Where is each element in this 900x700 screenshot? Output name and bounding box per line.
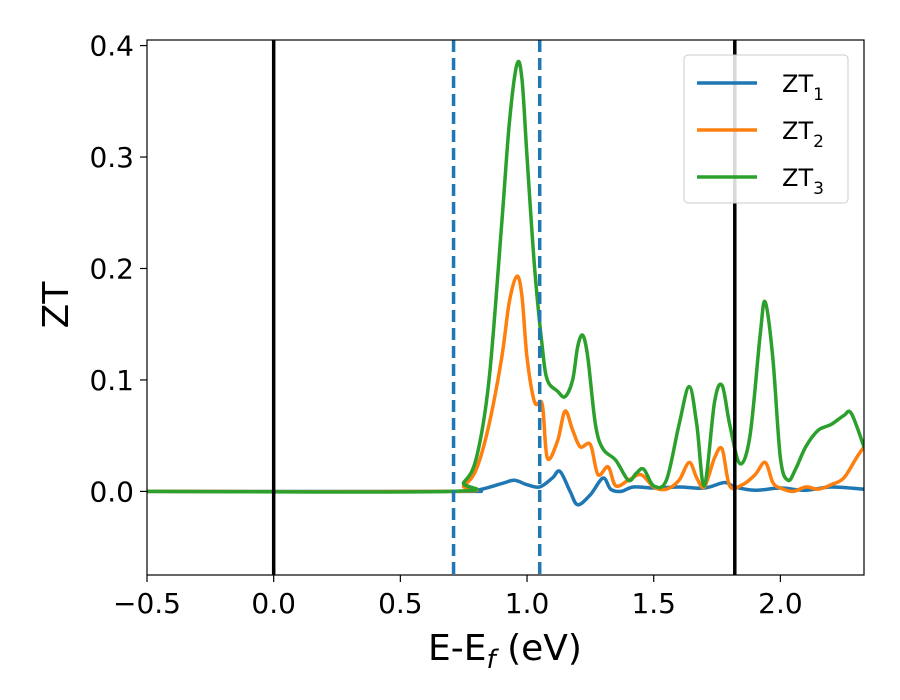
legend-label-sub: 1 xyxy=(813,85,824,105)
y-tick-label: 0.3 xyxy=(89,141,134,174)
plot-frame xyxy=(146,39,865,576)
legend-label-2: ZT2 xyxy=(782,117,824,152)
y-axis-label: ZT xyxy=(36,281,77,329)
x-tick-label: −0.5 xyxy=(113,587,181,620)
legend-label-3: ZT3 xyxy=(782,164,824,199)
series-line-3 xyxy=(147,59,864,494)
series-line-1 xyxy=(147,469,864,507)
x-axis-label-unit: (eV) xyxy=(496,628,582,669)
y-ticks: 0.0 0.1 0.2 0.3 0.4 xyxy=(89,30,147,508)
y-tick-label: 0.2 xyxy=(89,252,134,285)
series-layer xyxy=(147,59,864,507)
legend-label-1: ZT1 xyxy=(782,70,824,105)
reference-lines xyxy=(271,40,737,575)
x-ticks: −0.5 0.0 0.5 1.0 1.5 2.0 xyxy=(113,575,803,620)
legend-label-main: ZT xyxy=(782,70,813,98)
x-tick-label: 0.0 xyxy=(251,587,296,620)
x-tick-label: 1.5 xyxy=(631,587,676,620)
x-axis-label: E-Ef (eV) xyxy=(428,628,582,675)
x-tick-label: 2.0 xyxy=(758,587,803,620)
x-tick-label: 1.0 xyxy=(505,587,550,620)
x-tick-label: 0.5 xyxy=(378,587,423,620)
legend-label-main: ZT xyxy=(782,164,813,192)
legend-label-sub: 3 xyxy=(813,179,824,199)
y-tick-label: 0.4 xyxy=(89,30,134,63)
legend-box xyxy=(683,54,849,204)
legend-label-main: ZT xyxy=(782,117,813,145)
legend-label-sub: 2 xyxy=(813,132,824,152)
y-tick-label: 0.0 xyxy=(89,475,134,508)
y-tick-label: 0.1 xyxy=(89,364,134,397)
